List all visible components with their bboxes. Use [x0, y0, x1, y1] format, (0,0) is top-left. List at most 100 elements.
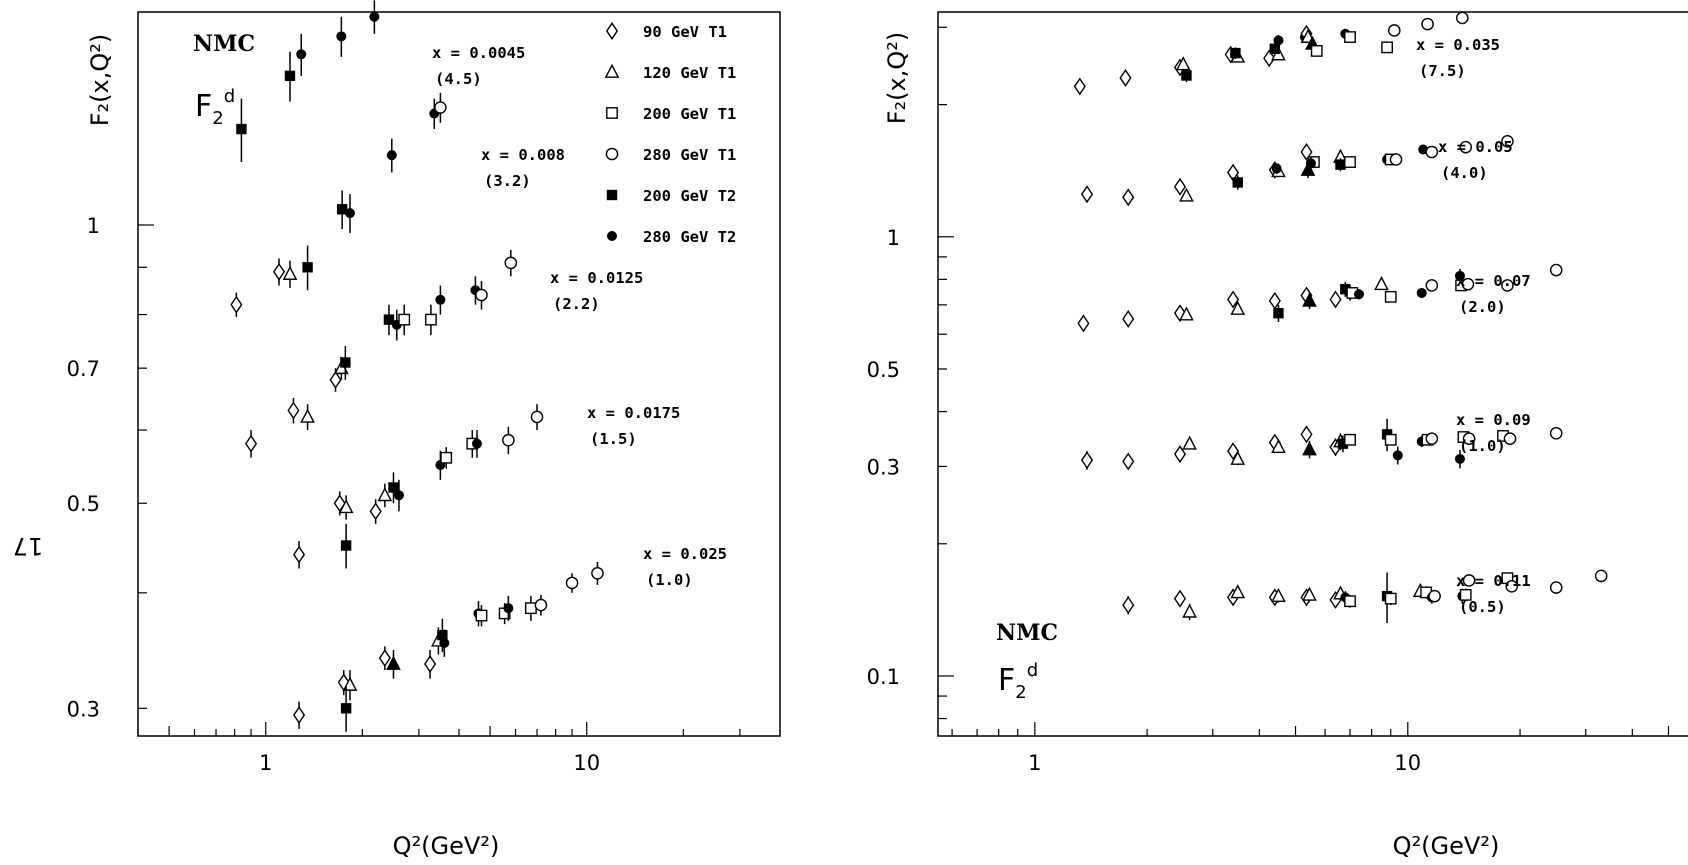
- data-point: [302, 262, 313, 273]
- right-chart-title-text: F2d: [998, 660, 1038, 703]
- legend-label: 200 GeV T2: [643, 187, 736, 205]
- left-group-0: [236, 0, 380, 162]
- data-point: [398, 313, 411, 326]
- data-point: [1179, 306, 1194, 321]
- data-point: [440, 451, 453, 464]
- left-group-label: x = 0.0045: [432, 44, 525, 62]
- legend-item: 280 GeV T2: [607, 228, 736, 246]
- left-group-label: x = 0.008: [481, 146, 565, 164]
- legend-label: 90 GeV T1: [643, 23, 727, 41]
- left-group-3: [293, 404, 544, 569]
- data-point: [1273, 307, 1284, 319]
- data-point: [1384, 592, 1397, 605]
- data-point: [1344, 156, 1356, 168]
- data-point: [530, 410, 544, 424]
- left-group-4: [293, 561, 604, 732]
- legend-label: 200 GeV T1: [643, 105, 736, 123]
- left-group-scale: (1.5): [590, 430, 637, 448]
- right-group-label: x = 0.11: [1456, 572, 1531, 590]
- legend-marker: [605, 22, 619, 40]
- data-point: [1122, 596, 1135, 615]
- data-point: [471, 438, 482, 449]
- right-group-2: [1077, 263, 1563, 333]
- data-point: [342, 676, 358, 691]
- data-point: [1269, 43, 1281, 54]
- data-point: [1310, 45, 1323, 57]
- data-point: [1175, 56, 1191, 71]
- left-group-label: x = 0.0125: [550, 269, 643, 287]
- data-point: [475, 288, 488, 302]
- data-point: [534, 598, 548, 612]
- right-group-scale: (2.0): [1459, 298, 1506, 316]
- data-point: [377, 487, 393, 502]
- legend-marker: [604, 63, 620, 78]
- data-point: [1387, 24, 1401, 37]
- data-point: [1173, 589, 1187, 608]
- left-chart-title: F2d: [195, 86, 235, 129]
- legend-label: 280 GeV T1: [643, 146, 736, 164]
- left-chart-experiment-label: NMC: [193, 31, 255, 57]
- right-y-tick-label: 1: [887, 226, 900, 250]
- data-point: [1227, 290, 1240, 309]
- data-point: [1273, 35, 1284, 46]
- chart-legend: 90 GeV T1 120 GeV T1 200 GeV T1 280 GeV T1 2…: [604, 22, 736, 246]
- right-group-label: x = 0.07: [1456, 272, 1531, 290]
- right-group-scale: (4.0): [1441, 164, 1488, 182]
- data-point: [1119, 68, 1132, 87]
- legend-label: 280 GeV T2: [643, 228, 736, 246]
- data-point: [1302, 586, 1317, 601]
- data-point: [388, 482, 399, 493]
- data-point: [293, 706, 306, 725]
- data-point: [236, 123, 247, 135]
- legend-item: 90 GeV T1: [605, 22, 727, 41]
- data-point: [1173, 445, 1187, 464]
- legend-marker: [606, 189, 618, 201]
- data-point: [439, 637, 450, 648]
- data-point: [502, 433, 515, 447]
- data-point: [1271, 587, 1286, 603]
- data-point: [1302, 292, 1317, 307]
- left-y-axis-label: F₂(x,Q²): [86, 34, 114, 127]
- right-group-label: x = 0.05: [1438, 138, 1513, 156]
- legend-marker: [607, 230, 618, 241]
- left-y-tick-label: 1: [87, 214, 100, 238]
- data-point: [1501, 279, 1514, 292]
- left-y-tick-label: 0.5: [67, 492, 100, 516]
- left-group-scale: (4.5): [435, 70, 482, 88]
- data-point: [475, 609, 488, 622]
- left-x-axis-label: Q²(GeV²): [393, 832, 500, 860]
- data-point: [340, 540, 352, 551]
- legend-label: 120 GeV T1: [643, 64, 736, 82]
- data-point: [1459, 588, 1472, 601]
- data-point: [1232, 177, 1243, 188]
- data-point: [1425, 279, 1439, 292]
- left-group-scale: (3.2): [484, 172, 531, 190]
- data-point: [1389, 153, 1403, 166]
- right-y-tick-label: 0.3: [867, 455, 900, 479]
- data-point: [1505, 580, 1519, 593]
- right-plot-frame: [937, 11, 1688, 737]
- data-point: [1230, 300, 1246, 315]
- legend-item: 280 GeV T1: [605, 146, 736, 164]
- data-point: [1549, 426, 1563, 440]
- left-group-1: [230, 92, 447, 318]
- data-point: [591, 566, 604, 580]
- data-point: [383, 314, 395, 325]
- data-point: [1392, 450, 1403, 461]
- data-point: [1305, 158, 1316, 169]
- data-point: [369, 11, 380, 22]
- right-group-label: x = 0.035: [1416, 36, 1500, 54]
- data-point: [1182, 603, 1197, 618]
- data-point: [425, 313, 437, 326]
- data-point: [565, 576, 579, 590]
- right-chart-axes: 1 10 0.1 0.3 0.5 1 Q²(GeV²) F₂(x,Q²): [867, 26, 1670, 860]
- right-chart-title: F2d: [998, 660, 1038, 703]
- data-point: [1300, 143, 1313, 161]
- legend-item: 200 GeV T2: [606, 187, 736, 205]
- data-point: [1173, 177, 1187, 196]
- legend-marker: [606, 107, 618, 119]
- data-point: [340, 703, 352, 714]
- data-point: [1344, 595, 1356, 608]
- data-point: [300, 408, 315, 423]
- data-point: [1344, 31, 1356, 43]
